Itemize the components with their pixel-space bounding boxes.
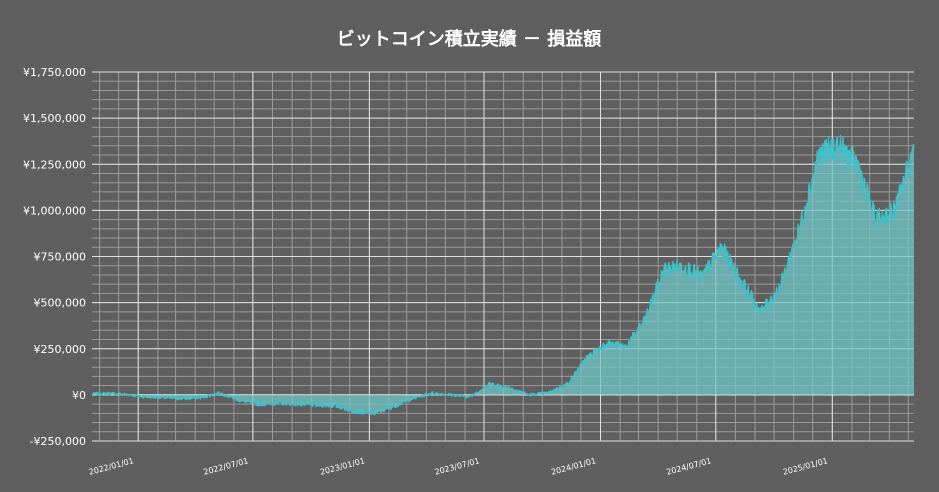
y-axis: -¥250,000 ¥0 ¥250,000 ¥500,000 ¥750,000 ¥1,00… <box>23 66 86 448</box>
x-tick-label: 2022/01/01 <box>88 456 135 477</box>
y-tick-label: -¥250,000 <box>30 435 86 448</box>
y-tick-label: ¥750,000 <box>34 251 87 264</box>
y-tick-label: ¥0 <box>72 389 86 402</box>
y-tick-label: ¥500,000 <box>34 297 87 310</box>
chart-title: ビットコイン積立実績 － 損益額 <box>337 28 602 50</box>
x-tick-label: 2023/07/01 <box>434 456 481 477</box>
y-tick-label: ¥250,000 <box>34 343 87 356</box>
x-tick-label: 2024/07/01 <box>665 456 712 477</box>
profit-area <box>92 135 914 415</box>
x-tick-label: 2025/01/01 <box>782 456 829 477</box>
plot-area <box>91 134 915 416</box>
x-tick-label: 2022/07/01 <box>203 456 250 477</box>
y-tick-label: ¥1,250,000 <box>23 158 86 171</box>
y-tick-label: ¥1,750,000 <box>23 66 86 79</box>
x-tick-label: 2024/01/01 <box>550 456 597 477</box>
profit-line <box>91 134 915 416</box>
y-tick-label: ¥1,500,000 <box>23 112 86 125</box>
x-tick-label: 2023/01/01 <box>319 456 366 477</box>
x-axis: 2022/01/01 2022/07/01 2023/01/01 2023/07/01… <box>88 456 829 477</box>
y-tick-label: ¥1,000,000 <box>23 204 86 217</box>
